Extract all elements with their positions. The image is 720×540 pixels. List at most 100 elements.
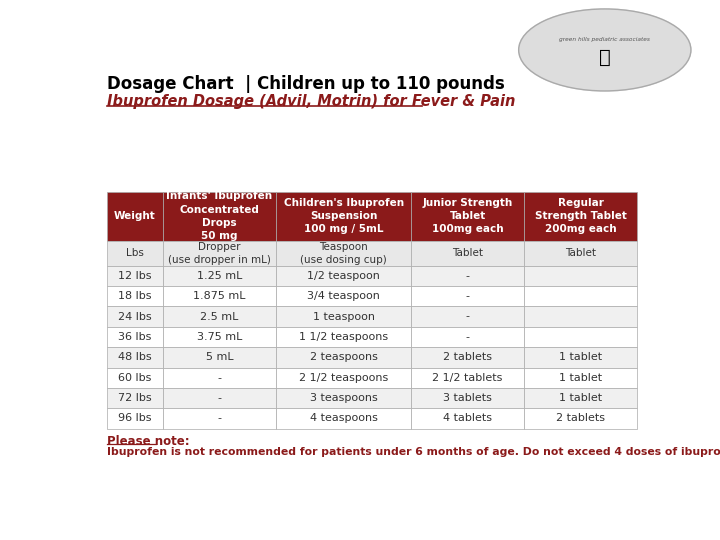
- Text: 3/4 teaspoon: 3/4 teaspoon: [307, 291, 380, 301]
- Text: Regular
Strength Tablet
200mg each: Regular Strength Tablet 200mg each: [534, 198, 626, 234]
- Text: 5 mL: 5 mL: [206, 352, 233, 362]
- Bar: [276, 266, 411, 286]
- Text: 1 tablet: 1 tablet: [559, 352, 602, 362]
- Text: Please note:: Please note:: [107, 435, 189, 448]
- Text: 96 lbs: 96 lbs: [118, 414, 152, 423]
- Text: -: -: [217, 393, 222, 403]
- Bar: [411, 286, 524, 306]
- Text: -: -: [466, 312, 469, 321]
- Text: -: -: [217, 373, 222, 383]
- Text: 48 lbs: 48 lbs: [118, 352, 152, 362]
- Text: -: -: [466, 291, 469, 301]
- Bar: [411, 408, 524, 429]
- Bar: [276, 388, 411, 408]
- Bar: [107, 266, 163, 286]
- Bar: [524, 368, 637, 388]
- Bar: [276, 306, 411, 327]
- Bar: [411, 306, 524, 327]
- Text: -: -: [217, 414, 222, 423]
- Text: 1.25 mL: 1.25 mL: [197, 271, 242, 281]
- Bar: [524, 347, 637, 368]
- Text: Teaspoon
(use dosing cup): Teaspoon (use dosing cup): [300, 241, 387, 265]
- Bar: [163, 306, 276, 327]
- Bar: [524, 408, 637, 429]
- Text: Dosage Chart  | Children up to 110 pounds: Dosage Chart | Children up to 110 pounds: [107, 75, 505, 93]
- Bar: [163, 388, 276, 408]
- Bar: [411, 192, 524, 241]
- Text: 72 lbs: 72 lbs: [118, 393, 152, 403]
- Text: 2 tablets: 2 tablets: [443, 352, 492, 362]
- Text: 3 teaspoons: 3 teaspoons: [310, 393, 377, 403]
- Text: 1 teaspoon: 1 teaspoon: [312, 312, 374, 321]
- Text: 36 lbs: 36 lbs: [118, 332, 152, 342]
- Text: Infants' Ibuprofen
Concentrated
Drops
50 mg: Infants' Ibuprofen Concentrated Drops 50…: [166, 191, 273, 241]
- Bar: [107, 306, 163, 327]
- Bar: [411, 241, 524, 266]
- Text: green hills pediatric associates: green hills pediatric associates: [559, 37, 650, 42]
- Text: 3 tablets: 3 tablets: [444, 393, 492, 403]
- Bar: [524, 266, 637, 286]
- Text: 4 tablets: 4 tablets: [443, 414, 492, 423]
- Bar: [411, 388, 524, 408]
- Text: 2.5 mL: 2.5 mL: [200, 312, 239, 321]
- Text: Weight: Weight: [114, 211, 156, 221]
- Text: Children's Ibuprofen
Suspension
100 mg / 5mL: Children's Ibuprofen Suspension 100 mg /…: [284, 198, 404, 234]
- Text: -: -: [466, 271, 469, 281]
- Text: 3.75 mL: 3.75 mL: [197, 332, 242, 342]
- Text: Ibuprofen is not recommended for patients under 6 months of age. Do not exceed 4: Ibuprofen is not recommended for patient…: [107, 447, 720, 456]
- Bar: [411, 266, 524, 286]
- Bar: [163, 327, 276, 347]
- Text: Dropper
(use dropper in mL): Dropper (use dropper in mL): [168, 241, 271, 265]
- Text: 1 tablet: 1 tablet: [559, 373, 602, 383]
- Text: 👣: 👣: [599, 48, 611, 66]
- Bar: [276, 368, 411, 388]
- Bar: [411, 368, 524, 388]
- Bar: [163, 192, 276, 241]
- Text: 2 1/2 teaspoons: 2 1/2 teaspoons: [299, 373, 388, 383]
- Bar: [107, 192, 163, 241]
- Bar: [524, 388, 637, 408]
- Text: 1/2 teaspoon: 1/2 teaspoon: [307, 271, 380, 281]
- Text: Tablet: Tablet: [565, 248, 596, 258]
- Text: 24 lbs: 24 lbs: [118, 312, 152, 321]
- Text: 4 teaspoons: 4 teaspoons: [310, 414, 377, 423]
- Bar: [276, 241, 411, 266]
- Text: 1 tablet: 1 tablet: [559, 393, 602, 403]
- Circle shape: [518, 9, 691, 91]
- Bar: [163, 241, 276, 266]
- Text: Ibuprofen Dosage (Advil, Motrin) for Fever & Pain: Ibuprofen Dosage (Advil, Motrin) for Fev…: [107, 94, 515, 109]
- Bar: [107, 347, 163, 368]
- Text: 18 lbs: 18 lbs: [118, 291, 152, 301]
- Text: Junior Strength
Tablet
100mg each: Junior Strength Tablet 100mg each: [423, 198, 513, 234]
- Bar: [276, 286, 411, 306]
- Bar: [276, 408, 411, 429]
- Bar: [524, 286, 637, 306]
- Text: Tablet: Tablet: [452, 248, 483, 258]
- Bar: [163, 408, 276, 429]
- Bar: [524, 192, 637, 241]
- Bar: [411, 347, 524, 368]
- Bar: [163, 368, 276, 388]
- Bar: [524, 241, 637, 266]
- Text: 2 tablets: 2 tablets: [556, 414, 605, 423]
- Text: 2 1/2 tablets: 2 1/2 tablets: [433, 373, 503, 383]
- Bar: [107, 327, 163, 347]
- Bar: [276, 192, 411, 241]
- Text: Lbs: Lbs: [126, 248, 144, 258]
- Bar: [276, 327, 411, 347]
- Bar: [107, 368, 163, 388]
- Bar: [107, 241, 163, 266]
- Bar: [163, 347, 276, 368]
- Text: -: -: [466, 332, 469, 342]
- Bar: [524, 306, 637, 327]
- Text: 60 lbs: 60 lbs: [118, 373, 152, 383]
- Bar: [163, 266, 276, 286]
- Bar: [276, 347, 411, 368]
- Bar: [107, 408, 163, 429]
- Text: 1.875 mL: 1.875 mL: [193, 291, 246, 301]
- Bar: [524, 327, 637, 347]
- Bar: [107, 286, 163, 306]
- Text: 2 teaspoons: 2 teaspoons: [310, 352, 377, 362]
- Bar: [411, 327, 524, 347]
- Bar: [107, 388, 163, 408]
